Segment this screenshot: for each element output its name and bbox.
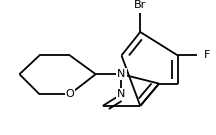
Text: N: N — [117, 69, 126, 79]
Text: O: O — [65, 89, 74, 99]
Text: F: F — [203, 50, 210, 60]
Text: Br: Br — [134, 0, 146, 10]
Text: N: N — [117, 89, 126, 99]
